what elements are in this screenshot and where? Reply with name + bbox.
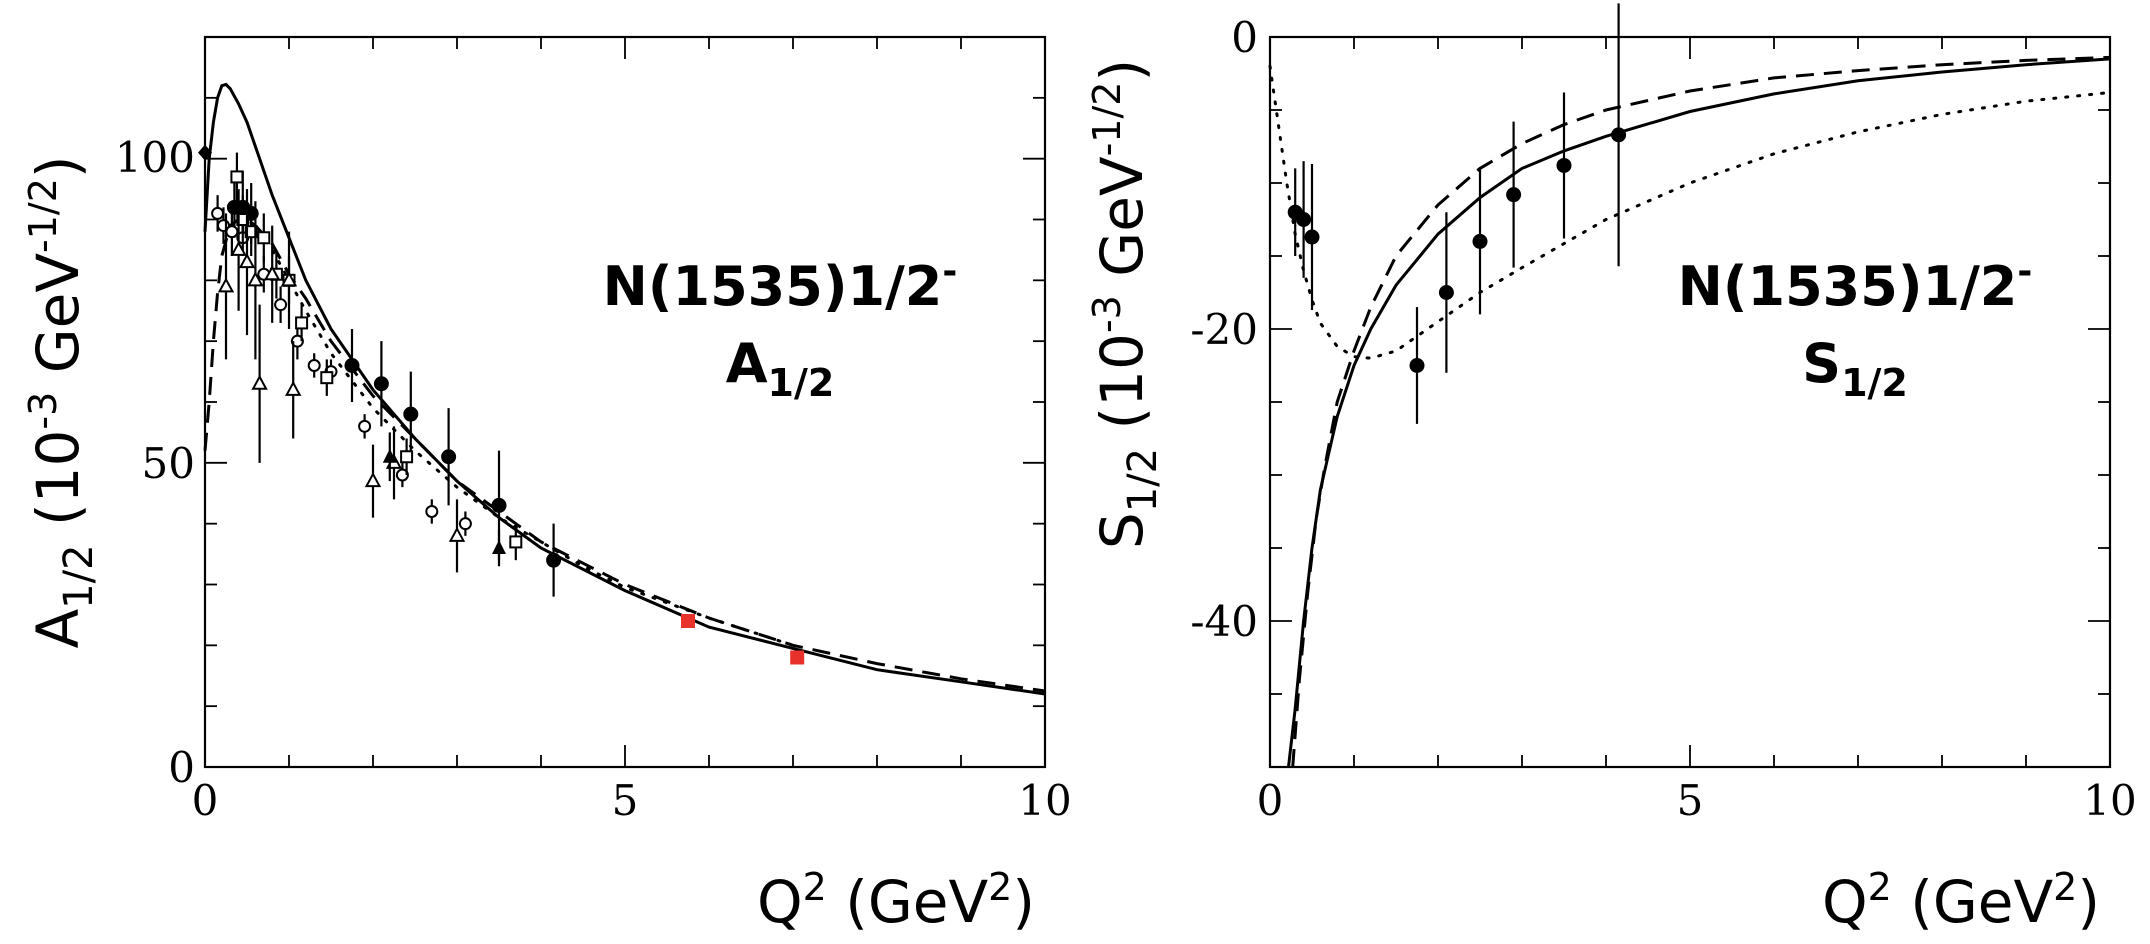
right-panel: 0 5 10 0 -20 -40 Q2 (GeV2) S1/2 (10-3 Ge… <box>1085 3 2137 936</box>
right-point-filled-circles <box>1304 229 1320 245</box>
left-point-open-triangles <box>448 526 466 542</box>
left-y-tick-label-100: 100 <box>115 133 195 182</box>
right-point-filled-circles <box>1296 212 1312 227</box>
right-point-filled-circles <box>1409 358 1425 373</box>
right-plot-frame <box>1268 35 2112 769</box>
left-point-open-circles <box>225 225 239 239</box>
left-x-axis-label: Q2 (GeV2) <box>757 865 1035 936</box>
right-x-tick-label-10: 10 <box>2083 776 2136 825</box>
left-point-open-triangles <box>238 252 256 269</box>
right-curves <box>1268 55 2112 768</box>
right-y-tick-label-0: 0 <box>1231 13 1258 62</box>
left-annotation-amplitude: A1/2 <box>726 332 835 405</box>
left-point-open-circles <box>395 468 409 482</box>
left-curve-solid <box>203 82 1046 696</box>
left-y-tick-label-50: 50 <box>142 439 195 488</box>
right-point-filled-circles <box>1506 187 1522 203</box>
left-point-filled-circles <box>403 406 419 422</box>
right-ticks <box>1269 36 2111 768</box>
left-point-open-triangles <box>280 271 298 287</box>
left-panel: 0 5 10 0 50 100 Q2 (GeV2) A1/2 (10-3 GeV… <box>21 35 1072 936</box>
left-point-open-circles <box>458 517 472 531</box>
left-point-open-circles <box>307 359 321 372</box>
right-curve-solid <box>1287 57 2111 768</box>
right-curve-dotted <box>1268 64 2112 360</box>
left-point-open-circles <box>274 298 288 312</box>
right-annotation-amplitude: S1/2 <box>1802 332 1908 405</box>
left-point-open-triangles <box>251 374 268 390</box>
left-point-open-circles <box>425 505 439 518</box>
left-point-open-triangles <box>247 271 264 287</box>
left-point-open-triangles <box>264 265 281 281</box>
left-point-open-triangles <box>285 380 302 396</box>
left-y-axis-label: A1/2 (10-3 GeV-1/2) <box>21 155 102 648</box>
left-point-open-squares <box>236 213 250 226</box>
left-point-open-triangles <box>364 471 382 488</box>
left-x-tick-label-0: 0 <box>192 776 219 825</box>
left-point-open-squares <box>295 316 309 330</box>
left-x-tick-label-5: 5 <box>612 776 639 825</box>
left-points <box>198 144 805 665</box>
right-y-tick-label-minus40: -40 <box>1190 597 1258 646</box>
left-point-open-triangles <box>230 240 247 256</box>
left-point-open-squares <box>400 450 414 464</box>
right-x-tick-label-0: 0 <box>1257 776 1284 825</box>
left-point-filled-diamond <box>198 144 212 161</box>
left-point-filled-triangles <box>492 540 506 554</box>
left-curve-dotted <box>228 218 795 647</box>
left-y-tick-label-0: 0 <box>168 743 195 792</box>
right-point-filled-circles <box>1611 127 1627 143</box>
left-x-tick-label-10: 10 <box>1018 776 1071 825</box>
left-curve-dashed <box>203 218 1046 693</box>
left-point-filled-circles <box>491 497 507 513</box>
right-point-filled-circles <box>1556 157 1572 173</box>
left-ticks <box>204 36 1046 768</box>
right-x-axis-label: Q2 (GeV2) <box>1822 865 2100 936</box>
right-x-tick-label-5: 5 <box>1677 776 1704 825</box>
right-point-filled-circles <box>1438 285 1454 300</box>
left-point-open-circles <box>290 334 304 348</box>
left-curves <box>203 82 1046 696</box>
right-curve-dashed <box>1291 55 2111 768</box>
right-annotation-resonance: N(1535)1/2- <box>1678 251 2033 318</box>
right-y-tick-label-minus20: -20 <box>1190 305 1258 354</box>
right-y-axis-label: S1/2 (10-3 GeV-1/2) <box>1085 59 1166 549</box>
right-point-filled-circles <box>1472 233 1488 249</box>
left-point-red-squares <box>790 650 805 665</box>
left-point-open-squares <box>244 225 258 239</box>
left-point-filled-triangles <box>382 448 397 463</box>
left-point-open-squares <box>509 535 523 549</box>
left-plot-frame <box>203 35 1047 769</box>
left-point-open-squares <box>257 231 271 245</box>
left-annotation-resonance: N(1535)1/2- <box>603 251 958 318</box>
left-point-open-circles <box>358 419 372 433</box>
right-points <box>1287 3 1627 424</box>
left-point-filled-circles <box>344 358 360 373</box>
left-point-red-squares <box>681 614 695 628</box>
left-point-filled-circles <box>546 552 562 568</box>
left-point-open-squares <box>230 170 244 184</box>
left-point-open-triangles <box>217 277 235 293</box>
left-point-filled-circles <box>373 376 389 392</box>
left-point-open-squares <box>320 371 334 385</box>
left-point-filled-circles <box>441 449 457 465</box>
left-point-open-circles <box>211 206 225 220</box>
